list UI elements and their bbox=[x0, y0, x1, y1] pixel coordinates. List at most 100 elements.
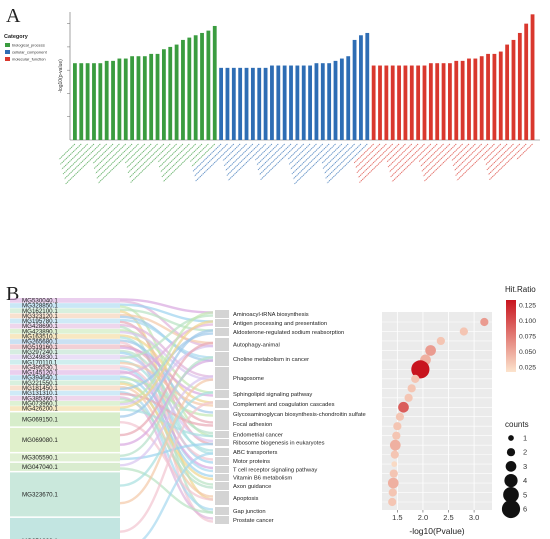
sankey-flow bbox=[119, 334, 214, 404]
gene-node bbox=[10, 453, 120, 462]
pathway-label: Phagosome bbox=[233, 376, 264, 382]
x-tick-label: 2.0 bbox=[418, 513, 428, 522]
gene-label: MG323120.1 bbox=[22, 313, 58, 320]
bar-cellular_component bbox=[352, 39, 357, 140]
gene-node bbox=[10, 385, 120, 391]
x-tick-label-cellular_component bbox=[322, 143, 349, 169]
x-tick-label-cellular_component bbox=[326, 143, 368, 184]
x-tick-label-cellular_component bbox=[222, 143, 241, 162]
bar-cellular_component bbox=[231, 67, 236, 140]
pathway-label: Vitamin B6 metabolism bbox=[233, 476, 292, 482]
bar-biological_process bbox=[168, 46, 173, 140]
gene-label: MG221550.1 bbox=[22, 380, 58, 387]
bar-molecular_function bbox=[467, 58, 471, 140]
sankey-flow bbox=[119, 359, 214, 446]
x-tick-label-molecular_function bbox=[424, 143, 463, 182]
panel-b-dot-plot: 1.5 2.0 2.5 3.0 -log10(Pvalue) Hit.Ratio 0.125… bbox=[382, 285, 536, 536]
x-tick-label-biological_process bbox=[58, 143, 76, 160]
x-tick-label-cellular_component bbox=[324, 143, 355, 174]
legend-label-molecular_function: molecular_function bbox=[12, 57, 46, 62]
gene-label: MG495530.1 bbox=[22, 364, 58, 371]
x-tick-label-molecular_function bbox=[357, 143, 394, 178]
x-tick-label-biological_process bbox=[157, 143, 177, 163]
bar-biological_process bbox=[136, 56, 141, 140]
x-tick-label-cellular_component bbox=[325, 143, 362, 179]
x-tick-label-biological_process bbox=[161, 143, 196, 178]
bar-molecular_function bbox=[479, 56, 484, 140]
x-tick-label-biological_process bbox=[191, 143, 216, 167]
bar-molecular_function bbox=[524, 23, 529, 140]
x-tick-label-molecular_function bbox=[516, 143, 533, 160]
x-tick-label-molecular_function bbox=[455, 143, 489, 176]
x-tick-label-cellular_component bbox=[290, 143, 317, 170]
x-tick-label-cellular_component bbox=[225, 143, 254, 171]
pathway-node bbox=[215, 431, 229, 438]
bar-biological_process bbox=[212, 25, 217, 140]
data-point bbox=[395, 412, 405, 421]
y-axis-label: -log10(p-value) bbox=[58, 59, 64, 93]
pathway-label: Prostate cancer bbox=[233, 518, 274, 524]
gene-node bbox=[10, 375, 120, 380]
pathway-label: Ribosome biogenesis in eukaryotes bbox=[233, 441, 325, 447]
gene-node bbox=[10, 308, 120, 314]
pathway-label: Apoptosis bbox=[233, 496, 259, 502]
bar-biological_process bbox=[117, 58, 122, 140]
x-tick-label-biological_process bbox=[60, 143, 82, 165]
bar-biological_process bbox=[200, 32, 204, 141]
bar-biological_process bbox=[149, 53, 154, 140]
bar-molecular_function bbox=[486, 53, 490, 140]
data-point bbox=[389, 439, 401, 451]
gene-node bbox=[10, 370, 120, 375]
bar-cellular_component bbox=[282, 65, 287, 140]
gene-node bbox=[10, 339, 120, 344]
pathway-label: Axon guidance bbox=[233, 484, 271, 490]
bar-molecular_function bbox=[505, 44, 510, 140]
panel-a-letter: A bbox=[6, 5, 21, 27]
pathway-node bbox=[215, 474, 229, 481]
size-legend-dot bbox=[501, 499, 521, 519]
data-point bbox=[388, 488, 397, 497]
panel-a-bar-chart: -log10(p-value) Category biological_proces… bbox=[4, 12, 540, 185]
legend-label-biological_process: biological_process bbox=[12, 43, 45, 48]
x-axis-label: -log10(Pvalue) bbox=[409, 526, 464, 536]
gene-node bbox=[10, 406, 120, 411]
x-tick-label-cellular_component bbox=[256, 143, 279, 166]
bar-cellular_component bbox=[219, 67, 223, 140]
bar-molecular_function bbox=[428, 63, 433, 141]
sankey-flow bbox=[119, 332, 214, 391]
data-point bbox=[387, 477, 399, 489]
bar-molecular_function bbox=[378, 65, 382, 140]
bar-cellular_component bbox=[346, 56, 351, 140]
x-tick-label-molecular_function bbox=[390, 143, 425, 178]
gene-label: MG297240.1 bbox=[22, 349, 58, 356]
x-tick-label-biological_process bbox=[61, 143, 88, 170]
x-tick-label-biological_process bbox=[129, 143, 165, 178]
x-tick-label-biological_process bbox=[93, 143, 120, 169]
gene-label: MG131310.1 bbox=[22, 390, 58, 397]
sankey-flow bbox=[119, 311, 214, 404]
gene-label: MG428690.1 bbox=[22, 323, 58, 330]
bar-molecular_function bbox=[473, 58, 478, 140]
sankey-flow bbox=[119, 313, 214, 345]
sankey-flow bbox=[119, 300, 214, 348]
bar-cellular_component bbox=[257, 67, 262, 140]
x-tick-label-biological_process bbox=[62, 143, 95, 175]
gene-node bbox=[10, 517, 120, 539]
sankey-flow bbox=[119, 314, 214, 360]
data-point bbox=[407, 384, 416, 393]
x-tick-label-biological_process bbox=[96, 143, 133, 179]
x-tick-label-biological_process bbox=[127, 143, 158, 174]
gene-node bbox=[10, 472, 120, 517]
bar-cellular_component bbox=[276, 65, 281, 140]
pathway-label: Glycosaminoglycan biosynthesis-chondroit… bbox=[233, 412, 366, 418]
data-point bbox=[392, 431, 401, 440]
data-point bbox=[398, 401, 409, 413]
gene-node bbox=[10, 334, 120, 339]
gene-label: MG426200.1 bbox=[22, 406, 58, 413]
gene-node bbox=[10, 390, 120, 396]
size-legend-dot bbox=[505, 461, 517, 472]
pathway-node bbox=[215, 507, 229, 515]
gene-label: MG195780.1 bbox=[22, 318, 58, 325]
x-tick-label-biological_process bbox=[126, 143, 152, 169]
gene-node bbox=[10, 344, 120, 350]
